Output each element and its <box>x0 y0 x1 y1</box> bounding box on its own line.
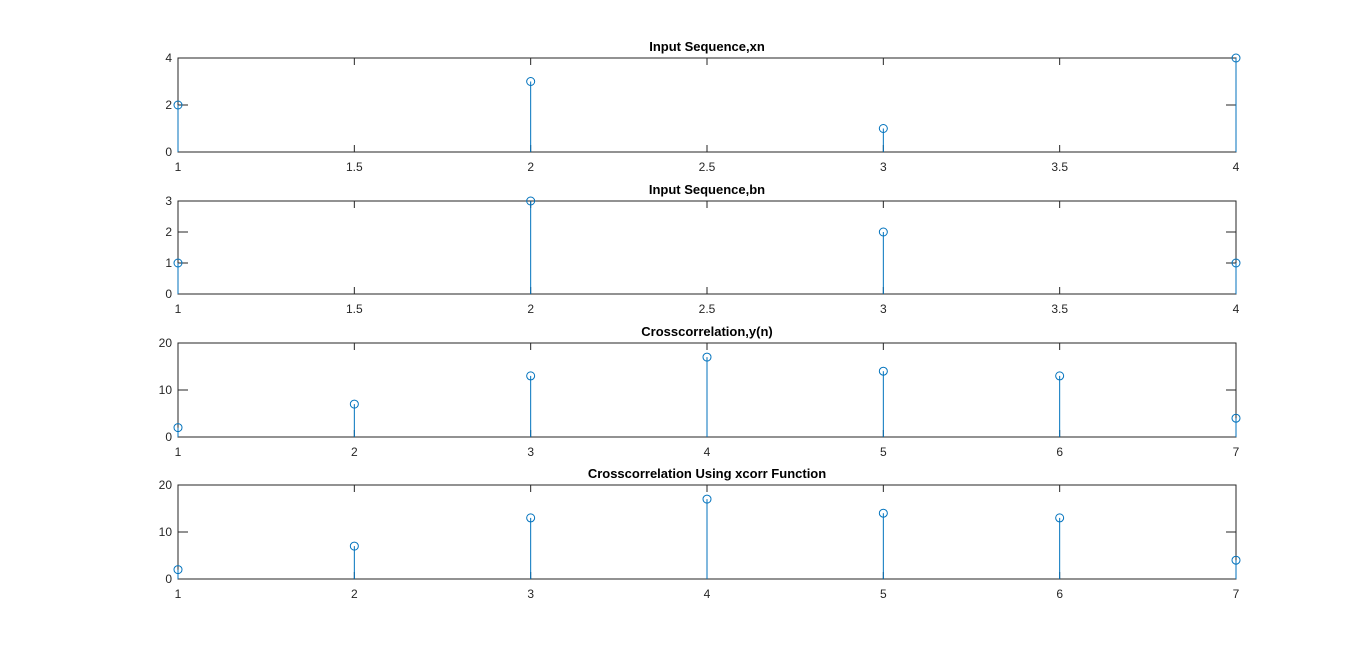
y-tick-label: 10 <box>159 525 173 539</box>
y-tick-label: 0 <box>165 287 172 301</box>
x-tick-label: 1 <box>175 302 182 316</box>
x-tick-label: 4 <box>1233 302 1240 316</box>
x-tick-label: 5 <box>880 587 887 601</box>
subplot-4: Crosscorrelation Using xcorr Function 1 2 3… <box>159 466 1241 601</box>
x-tick-label: 4 <box>704 587 711 601</box>
x-tick-label: 2 <box>351 587 358 601</box>
x-tick-label: 6 <box>1056 445 1063 459</box>
stem-marker <box>526 196 536 206</box>
subplot-title: Crosscorrelation Using xcorr Function <box>588 466 826 481</box>
stem-marker <box>173 565 183 575</box>
stem-marker <box>878 366 888 376</box>
subplot-title: Input Sequence,xn <box>649 39 765 54</box>
x-tick-label: 1 <box>175 587 182 601</box>
y-tick-label: 20 <box>159 336 173 350</box>
x-tick-label: 7 <box>1233 587 1240 601</box>
y-tick-label: 2 <box>165 98 172 112</box>
x-tick-label: 2.5 <box>699 160 716 174</box>
x-tick-label: 3 <box>880 302 887 316</box>
stem-marker <box>526 513 536 523</box>
stem-marker <box>173 423 183 433</box>
stem-marker <box>702 352 712 362</box>
stem-marker <box>173 100 183 110</box>
stem-marker <box>526 371 536 381</box>
x-tick-label: 2 <box>351 445 358 459</box>
stem-marker <box>526 77 536 86</box>
y-tick-label: 4 <box>165 51 172 65</box>
x-tick-label: 1 <box>175 160 182 174</box>
stem-marker <box>1231 413 1241 423</box>
stem-marker <box>173 258 183 268</box>
x-tick-label: 1.5 <box>346 160 363 174</box>
y-tick-label: 0 <box>165 572 172 586</box>
stem-marker <box>1231 258 1241 268</box>
x-tick-label: 2 <box>527 302 534 316</box>
stem-marker <box>878 227 888 237</box>
axes-box <box>177 200 1237 295</box>
stem-marker <box>1231 555 1241 565</box>
y-tick-label: 3 <box>165 194 172 208</box>
x-tick-label: 3 <box>527 587 534 601</box>
stem-marker <box>349 399 359 409</box>
y-tick-label: 2 <box>165 225 172 239</box>
subplot-title: Input Sequence,bn <box>649 182 765 197</box>
subplot-3: Crosscorrelation,y(n) 1 2 3 4 5 6 7 0 10 20 <box>159 324 1241 459</box>
stem-marker <box>1231 53 1241 63</box>
axes-box <box>177 57 1237 153</box>
x-tick-label: 5 <box>880 445 887 459</box>
y-tick-label: 1 <box>165 256 172 270</box>
y-tick-label: 10 <box>159 383 173 397</box>
y-tick-label: 20 <box>159 478 173 492</box>
stem-marker <box>349 541 359 551</box>
x-tick-label: 4 <box>704 445 711 459</box>
stem-marker <box>1055 513 1065 523</box>
x-tick-label: 2 <box>527 160 534 174</box>
y-tick-label: 0 <box>165 430 172 444</box>
stem-marker <box>702 494 712 504</box>
x-tick-label: 3 <box>527 445 534 459</box>
x-tick-label: 4 <box>1233 160 1240 174</box>
stem-marker <box>878 124 888 133</box>
subplot-1: Input Sequence,xn 1 1.5 2 2.5 3 3.5 4 0 2 4 <box>165 39 1241 174</box>
y-tick-label: 0 <box>165 145 172 159</box>
x-tick-label: 1 <box>175 445 182 459</box>
subplot-title: Crosscorrelation,y(n) <box>641 324 772 339</box>
x-tick-label: 7 <box>1233 445 1240 459</box>
stem-marker <box>1055 371 1065 381</box>
x-tick-label: 3 <box>880 160 887 174</box>
x-tick-label: 3.5 <box>1051 302 1068 316</box>
stem-marker <box>878 508 888 518</box>
x-tick-label: 2.5 <box>699 302 716 316</box>
x-tick-label: 3.5 <box>1051 160 1068 174</box>
x-tick-label: 1.5 <box>346 302 363 316</box>
x-tick-label: 6 <box>1056 587 1063 601</box>
